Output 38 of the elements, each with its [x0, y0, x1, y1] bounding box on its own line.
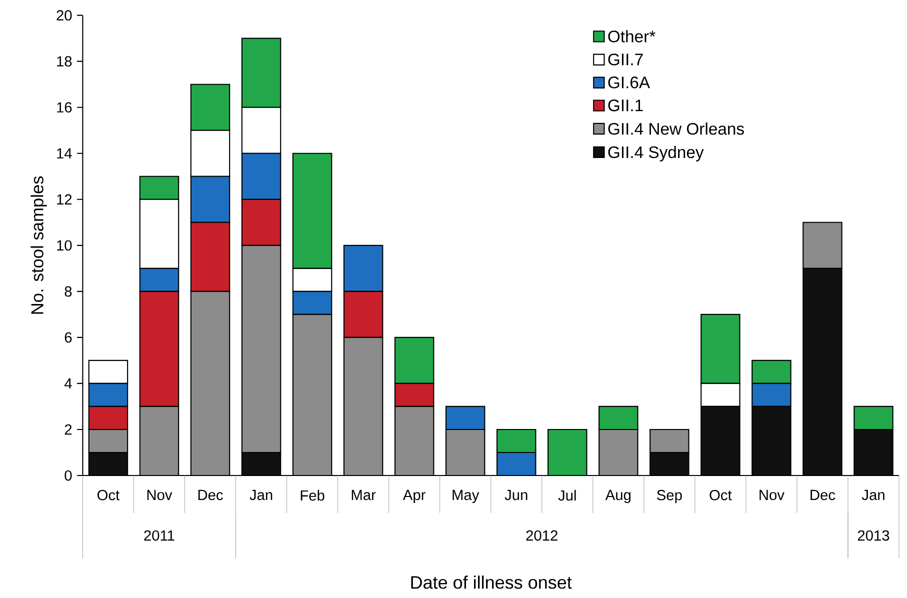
x-tick-label: Oct	[710, 490, 732, 500]
x-tick-label: Aug	[605, 490, 631, 503]
x-tick-label: Jan	[250, 490, 272, 500]
legend-label: GII.7	[608, 53, 643, 66]
y-tick-label: 8	[64, 286, 72, 297]
y-tick-label: 4	[64, 378, 72, 388]
text: 2012	[526, 530, 558, 541]
x-tick-label: Oct	[97, 490, 120, 500]
text: 2011	[144, 530, 174, 541]
y-tick-label: 6	[64, 332, 72, 343]
y-tick-label: 10	[57, 240, 72, 251]
text: 2013	[858, 530, 890, 541]
legend-label: Other*	[608, 30, 656, 42]
x-tick-label: Dec	[810, 490, 836, 500]
x-tick-label: May	[452, 490, 480, 503]
x-tick-label: Jun	[504, 490, 528, 500]
legend-label: GI.6A	[608, 76, 650, 88]
y-tick-label: 0	[64, 470, 72, 481]
y-tick-label: 16	[57, 102, 72, 112]
legend-label: GII.4 Sydney	[608, 146, 704, 162]
x-tick-label: Sep	[657, 490, 682, 504]
y-axis-title: No. stool samples	[30, 176, 47, 314]
x-tick-label: Dec	[198, 490, 223, 500]
x-tick-label: Nov	[147, 490, 172, 500]
x-tick-label: Apr	[402, 490, 426, 503]
legend-label: GII.4 New Orleans	[608, 122, 744, 135]
x-tick-label: Feb	[300, 490, 324, 501]
y-tick-label: 2	[64, 424, 72, 435]
y-tick-label: 20	[56, 10, 72, 20]
y-tick-label: 12	[57, 194, 72, 204]
x-axis-title: Date of illness onset	[411, 575, 572, 589]
x-tick-label: Jan	[862, 490, 884, 500]
y-tick-label: 18	[57, 56, 72, 66]
legend-label: GII.1	[608, 99, 643, 112]
x-tick-label: Jul	[558, 490, 576, 501]
x-tick-label: Nov	[760, 490, 784, 500]
x-tick-label: Mar	[352, 490, 376, 500]
y-tick-label: 14	[57, 148, 72, 158]
